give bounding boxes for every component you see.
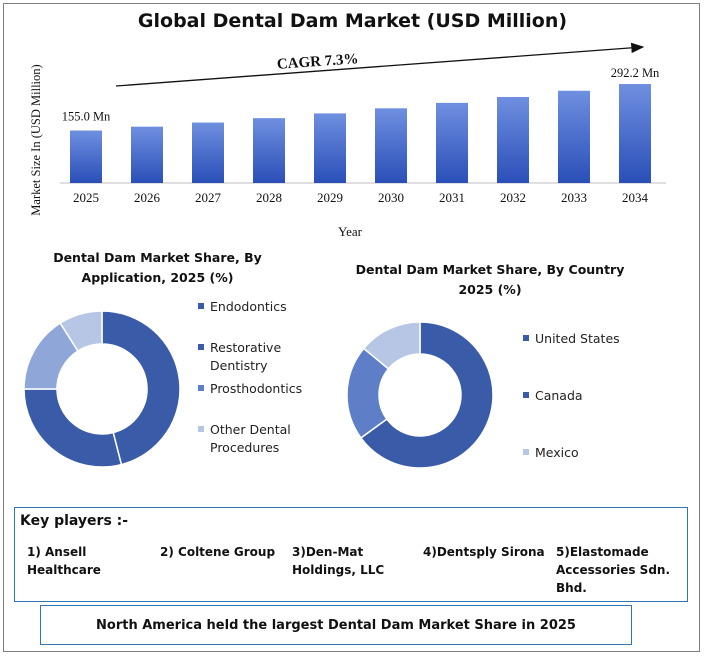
x-tick-label: 2029 — [317, 190, 343, 205]
chart-title: Global Dental Dam Market (USD Million) — [137, 10, 568, 32]
donut2-title-line1: Dental Dam Market Share, By Country — [355, 262, 625, 277]
slice-other-dental-procedures — [59, 310, 103, 353]
legend-swatch — [523, 335, 529, 341]
legend-swatch — [523, 449, 529, 455]
legend-label: Dentistry — [210, 358, 268, 373]
player-1: 1) Ansell Healthcare — [27, 545, 101, 577]
bar-2025 — [70, 130, 102, 183]
donut1-title: Dental Dam Market Share, By Application,… — [40, 248, 275, 288]
legend-label: Mexico — [535, 445, 579, 460]
slice-united-states — [359, 321, 494, 469]
donut1-title-line2: Application, 2025 (%) — [81, 270, 234, 285]
player-3: 3)Den-Mat Holdings, LLC — [292, 545, 385, 577]
note-text: North America held the largest Dental Da… — [96, 617, 576, 633]
x-tick-label: 2027 — [195, 190, 222, 205]
bar-2032 — [497, 97, 529, 183]
key-players-heading: Key players :- — [20, 513, 129, 529]
legend-swatch — [523, 392, 529, 398]
legend-label: Prosthodontics — [210, 381, 303, 396]
player-5: 5)Elastomade Accessories Sdn. Bhd. — [556, 545, 671, 595]
last-value-label: 292.2 Mn — [611, 66, 660, 80]
first-value-label: 155.0 Mn — [62, 110, 111, 124]
bar-2031 — [436, 102, 468, 183]
bar-2030 — [375, 108, 407, 183]
legend-item: Endodontics — [198, 298, 287, 316]
slice-restorative-dentistry — [23, 388, 123, 468]
bar-2027 — [192, 122, 224, 183]
bar-2033 — [558, 90, 590, 183]
legend-label: Endodontics — [210, 299, 287, 314]
x-tick-label: 2032 — [500, 190, 526, 205]
slice-mexico — [362, 321, 421, 370]
legend-swatch — [198, 303, 204, 309]
legend-item: Other Dental Procedures — [198, 421, 291, 457]
x-tick-label: 2028 — [256, 190, 282, 205]
bar-2026 — [131, 126, 163, 183]
legend-label: Other Dental — [210, 422, 291, 437]
legend-item: United States — [523, 330, 620, 348]
legend-label: United States — [535, 331, 620, 346]
bar-chart: 2025 2026 2027 2028 2029 2030 2031 2032 2033 2034… — [29, 42, 666, 239]
x-tick-label: 2034 — [622, 190, 649, 205]
player-2: 2) Coltene Group — [160, 545, 276, 559]
y-axis-label: Market Size In (USD Million) — [29, 64, 43, 215]
donut2-title: Dental Dam Market Share, By Country 2025… — [350, 260, 630, 300]
legend-item: Mexico — [523, 444, 579, 462]
legend-item: Prosthodontics — [198, 380, 302, 398]
x-axis-label: Year — [338, 224, 363, 239]
donut-chart-country — [346, 321, 494, 469]
x-tick-label: 2026 — [134, 190, 161, 205]
bar-2034 — [619, 84, 651, 183]
legend-label: Canada — [535, 388, 583, 403]
x-tick-label: 2025 — [73, 190, 99, 205]
slice-endodontics — [101, 310, 181, 466]
cagr-arrow — [115, 42, 645, 87]
charts-canvas: 2025 2026 2027 2028 2029 2030 2031 2032 2033 2034… — [23, 42, 666, 469]
bar-2029 — [314, 113, 346, 183]
legend-swatch — [198, 426, 204, 432]
donut-chart-application — [23, 310, 181, 468]
bar-2028 — [253, 118, 285, 183]
x-tick-label: 2033 — [561, 190, 587, 205]
legend-item: Canada — [523, 387, 583, 405]
legend-swatch — [198, 385, 204, 391]
key-players-box: Key players :- 1) Ansell Healthcare 2) C… — [14, 507, 688, 602]
legend-label: Procedures — [210, 440, 280, 455]
legend-item: Restorative Dentistry — [198, 339, 281, 375]
donut2-title-line2: 2025 (%) — [458, 282, 522, 297]
legend-swatch — [198, 344, 204, 350]
x-tick-label: 2031 — [439, 190, 465, 205]
donut1-title-line1: Dental Dam Market Share, By — [53, 250, 262, 265]
x-tick-label: 2030 — [378, 190, 404, 205]
player-4: 4)Dentsply Sirona — [423, 545, 545, 559]
legend-label: Restorative — [210, 340, 282, 355]
outer-frame — [3, 3, 700, 652]
note-box: North America held the largest Dental Da… — [40, 605, 632, 645]
cagr-label: CAGR 7.3% — [276, 51, 359, 73]
